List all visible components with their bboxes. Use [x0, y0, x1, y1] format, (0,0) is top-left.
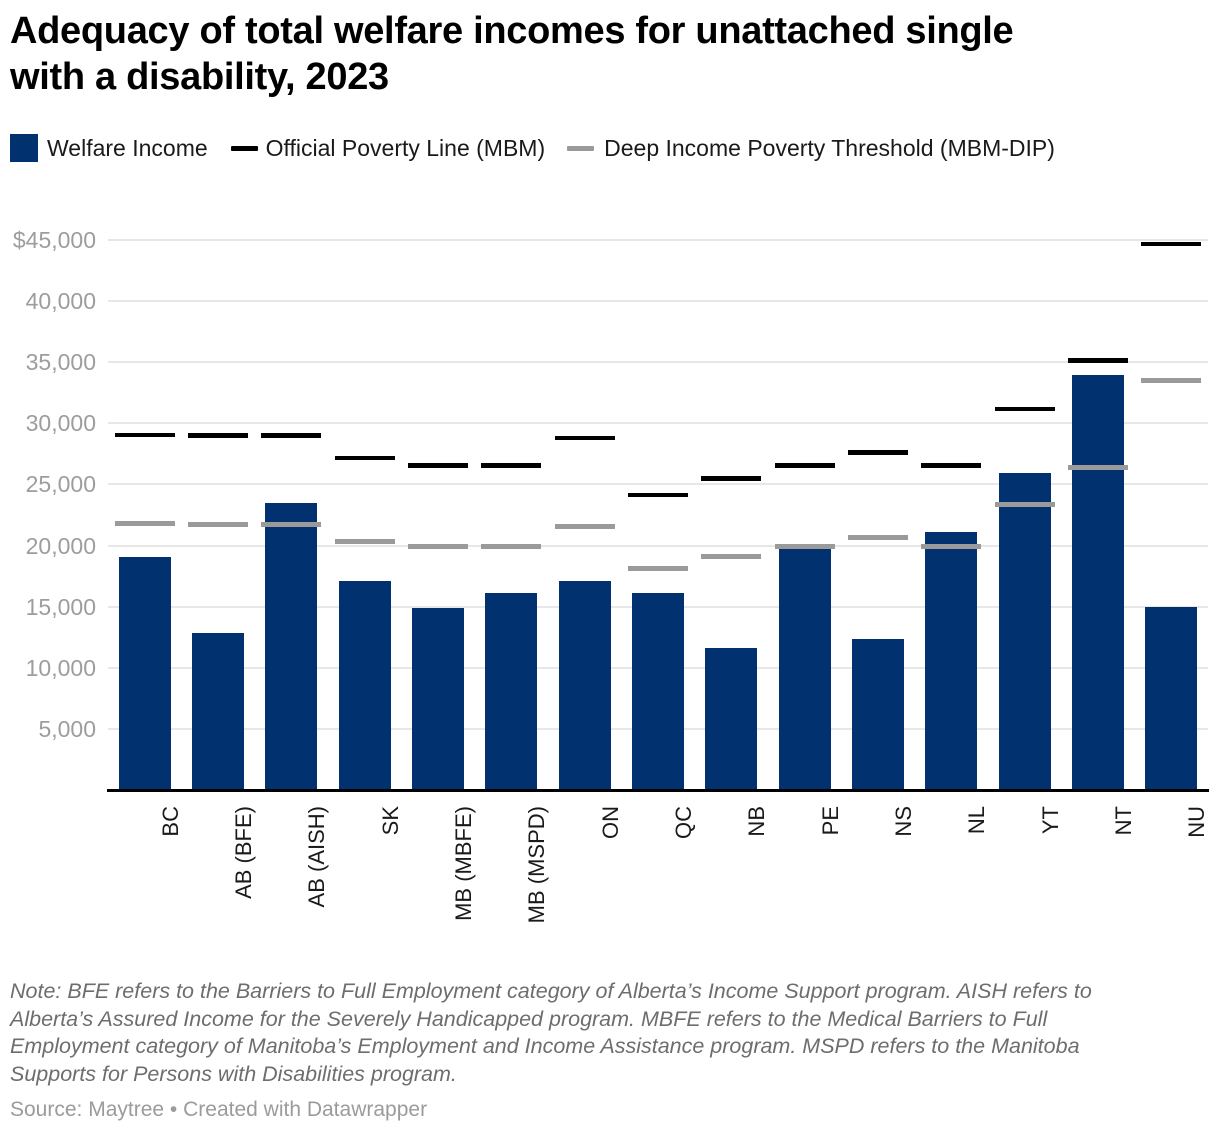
x-tick-label: MB (MBFE): [451, 806, 476, 921]
y-tick-label: 40,000: [25, 287, 96, 314]
legend-label: Welfare Income: [47, 134, 208, 161]
source-link[interactable]: Maytree: [88, 1098, 165, 1121]
y-tick-label: 30,000: [25, 410, 96, 437]
poverty-line-tick: [188, 433, 248, 438]
dip-threshold-tick: [114, 521, 175, 527]
gridline: [108, 544, 1208, 547]
welfare-bar: [412, 608, 464, 792]
dip-threshold-tick: [261, 521, 322, 527]
note-line: Alberta’s Assured Income for the Severel…: [10, 1006, 1048, 1031]
x-tick-label: YT: [1037, 806, 1063, 835]
dip-threshold-tick: [701, 553, 762, 559]
poverty-line-tick: [701, 476, 762, 481]
dip-threshold-tick: [848, 535, 908, 541]
x-tick-label: NL: [964, 806, 990, 835]
dip-threshold-tick: [994, 502, 1055, 508]
chart-title-line2: with a disability, 2023: [10, 56, 389, 98]
x-axis-line: [107, 789, 1209, 792]
welfare-bar: [1145, 607, 1198, 792]
poverty-line-tick: [114, 432, 175, 438]
source-prefix: Source:: [10, 1098, 89, 1121]
poverty-line-tick: [921, 463, 982, 468]
datawrapper-attribution-link[interactable]: Created with Datawrapper: [183, 1098, 428, 1121]
y-tick-label: 25,000: [25, 471, 96, 498]
chart-title-line1: Adequacy of total welfare incomes for un…: [10, 10, 1014, 52]
poverty-line-tick: [628, 492, 688, 498]
dip-threshold-tick: [1141, 378, 1202, 384]
gridline: [108, 483, 1208, 486]
y-tick-label: 20,000: [25, 532, 96, 559]
note-line: Supports for Persons with Disabilities p…: [10, 1061, 457, 1086]
y-tick-label: 5,000: [38, 716, 96, 743]
y-tick-label: 15,000: [25, 593, 96, 620]
welfare-bar: [338, 580, 391, 792]
welfare-bar: [485, 592, 538, 792]
welfare-bar: [632, 593, 684, 792]
poverty-line-tick: [1068, 358, 1128, 363]
dip-threshold-tick: [188, 521, 248, 527]
poverty-line-tick: [408, 463, 468, 468]
dip-threshold-dash-icon: [567, 145, 595, 151]
chart-legend: Welfare Income Official Poverty Line (MBM…: [10, 132, 1055, 164]
source-separator: •: [164, 1098, 184, 1121]
poverty-line-tick: [848, 450, 908, 455]
source-line: Source: Maytree • Created with Datawrapp…: [10, 1098, 427, 1122]
x-tick-label: BC: [157, 806, 183, 837]
poverty-line-dash-icon: [230, 145, 258, 151]
gridline: [108, 422, 1208, 425]
x-tick-label: NB: [744, 806, 770, 837]
dip-threshold-tick: [481, 544, 542, 550]
welfare-bar: [558, 581, 611, 792]
note-line: Note: BFE refers to the Barriers to Full…: [10, 979, 1092, 1003]
dip-threshold-tick: [774, 543, 835, 549]
welfare-bar: [852, 638, 904, 792]
poverty-line-tick: [774, 463, 835, 468]
welfare-bar: [705, 648, 758, 792]
poverty-line-tick: [994, 406, 1055, 412]
dip-threshold-tick: [628, 565, 688, 571]
gridline: [108, 360, 1208, 363]
x-tick-label: PE: [817, 806, 843, 836]
chart-note: Note: BFE refers to the Barriers to Full…: [10, 978, 1092, 1088]
welfare-bar: [925, 532, 978, 792]
welfare-bar: [778, 548, 831, 792]
dip-threshold-tick: [1068, 465, 1128, 471]
dip-threshold-tick: [554, 524, 615, 530]
legend-label: Official Poverty Line (MBM): [265, 134, 546, 161]
y-tick-label: 10,000: [25, 655, 96, 682]
x-tick-label: NT: [1111, 806, 1136, 836]
gridline: [108, 238, 1208, 241]
chart-title: Adequacy of total welfare incomes for un…: [10, 8, 1190, 100]
note-line: Employment category of Manitoba’s Employ…: [10, 1034, 1080, 1058]
poverty-line-tick: [261, 433, 322, 438]
dip-threshold-tick: [334, 538, 395, 544]
y-tick-label: 35,000: [25, 348, 96, 375]
x-tick-label: ON: [597, 806, 623, 839]
gridline: [108, 299, 1208, 302]
welfare-bar: [265, 503, 318, 792]
x-tick-label: NU: [1184, 806, 1210, 838]
poverty-line-tick: [481, 463, 542, 468]
x-tick-label: AB (AISH): [304, 806, 330, 908]
welfare-income-swatch-icon: [10, 134, 38, 162]
poverty-line-tick: [1141, 241, 1202, 247]
dip-threshold-tick: [408, 544, 468, 550]
x-tick-label: MB (MSPD): [524, 806, 550, 924]
legend-label: Deep Income Poverty Threshold (MBM-DIP): [604, 134, 1055, 161]
welfare-bar: [192, 633, 244, 792]
welfare-bar: [118, 556, 171, 792]
x-tick-label: NS: [891, 806, 916, 837]
poverty-line-tick: [334, 455, 395, 461]
x-tick-label: QC: [671, 806, 696, 839]
dip-threshold-tick: [921, 543, 982, 549]
welfare-bar: [1072, 374, 1124, 792]
plot-area: $45,000 40,000 35,000 30,000 25,000 20,000 15,…: [12, 226, 1210, 924]
x-tick-label: SK: [377, 806, 403, 836]
y-tick-label: $45,000: [12, 226, 96, 253]
welfare-bar: [998, 473, 1051, 792]
x-tick-label: AB (BFE): [231, 806, 256, 899]
poverty-line-tick: [554, 435, 615, 441]
